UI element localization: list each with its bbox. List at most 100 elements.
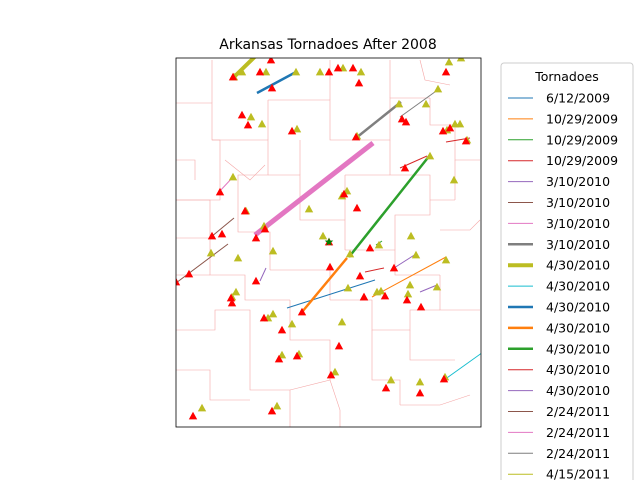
track-start-marker (292, 124, 302, 133)
county-line (209, 238, 290, 301)
legend-entry: 4/30/2010 (508, 279, 610, 294)
tornado-track (256, 70, 297, 95)
county-line (329, 379, 341, 427)
legend-label: 2/24/2011 (546, 425, 610, 440)
legend-label: 4/30/2010 (546, 341, 610, 356)
legend-label: 2/24/2011 (546, 404, 610, 419)
legend-box (500, 62, 634, 480)
track-end-marker (251, 233, 261, 242)
legend-entry: 3/10/2010 (508, 195, 610, 210)
track-end-marker (365, 243, 375, 252)
county-line (224, 159, 266, 181)
tornado-track (301, 257, 348, 313)
county-line (419, 59, 451, 86)
track-start-marker (228, 172, 238, 181)
legend-title: Tornadoes (534, 69, 598, 84)
legend-label: 4/30/2010 (546, 383, 610, 398)
track-start-marker (343, 283, 353, 292)
track-start-marker (411, 250, 421, 259)
tornado-track (259, 267, 267, 282)
track-end-marker (240, 206, 250, 215)
track-start-marker (455, 119, 465, 128)
county-line (330, 299, 440, 331)
legend-entry: 4/30/2010 (508, 383, 610, 398)
county-line (237, 200, 271, 270)
legend-label: 4/30/2010 (546, 258, 610, 273)
track-start-marker (405, 280, 415, 289)
county-line (439, 275, 480, 311)
track-end-marker (176, 277, 181, 286)
track-end-marker (326, 370, 336, 379)
track-start-marker (318, 231, 328, 240)
track-end-marker (266, 58, 276, 64)
tornado-track (443, 352, 481, 381)
track-end-marker (439, 374, 449, 383)
map-title: Arkansas Tornadoes After 2008 (219, 37, 436, 53)
track-start-marker (272, 401, 282, 410)
track-start-marker (415, 377, 425, 386)
tornado-track (254, 142, 374, 236)
map-area (176, 58, 481, 427)
county-line (409, 330, 455, 361)
legend-label: 3/10/2010 (546, 174, 610, 189)
track-end-marker (397, 114, 407, 123)
legend-label: 10/29/2009 (546, 153, 618, 168)
track-start-marker (374, 240, 384, 249)
track-end-marker (215, 187, 225, 196)
track-end-marker (401, 117, 411, 126)
tornado-track (348, 154, 431, 258)
track-end-marker (184, 269, 194, 278)
legend-label: 2/24/2011 (546, 446, 610, 461)
track-start-marker (268, 309, 278, 318)
legend-label: 3/10/2010 (546, 195, 610, 210)
legend-entry: 3/10/2010 (508, 237, 610, 252)
track-start-marker (261, 67, 271, 76)
track-end-marker (380, 291, 390, 300)
tornado-track (286, 279, 376, 309)
track-start-marker (432, 282, 442, 291)
track-start-marker (444, 58, 454, 66)
track-end-marker (324, 67, 334, 76)
legend-entry: 3/10/2010 (508, 216, 610, 231)
legend-entry: 10/29/2009 (508, 132, 618, 147)
county-line (394, 200, 431, 250)
track-end-marker (441, 67, 451, 76)
tornado-track (355, 101, 402, 139)
track-start-marker (403, 289, 413, 298)
track-end-marker (381, 383, 391, 392)
county-line (389, 140, 455, 201)
track-end-marker (438, 126, 448, 135)
track-end-marker (292, 351, 302, 360)
legend-entry: 4/30/2010 (508, 258, 610, 273)
county-line (289, 300, 331, 380)
track-end-marker (188, 411, 198, 420)
tornado-track (371, 256, 447, 298)
track-start-marker (315, 67, 325, 76)
track-end-marker (402, 295, 412, 304)
track-end-marker (461, 136, 471, 145)
legend-label: 3/10/2010 (546, 237, 610, 252)
track-end-marker (267, 406, 277, 415)
track-start-marker (197, 403, 207, 412)
legend-label: 10/29/2009 (546, 132, 618, 147)
track-start-marker (268, 246, 278, 255)
tornado-track (210, 217, 235, 238)
legend-label: 4/30/2010 (546, 320, 610, 335)
county-line (176, 159, 196, 180)
legend-entry: 3/10/2010 (508, 174, 610, 189)
legend-entry: 6/12/2009 (508, 91, 610, 106)
track-start-marker (421, 99, 431, 108)
track-end-marker (251, 276, 261, 285)
tornado-track (419, 284, 438, 293)
track-end-marker (217, 229, 227, 238)
tornado-track (364, 267, 385, 273)
track-start-marker (257, 119, 267, 128)
legend-label: 10/29/2009 (546, 111, 618, 126)
legend-label: 6/12/2009 (546, 91, 610, 106)
tornado-track (176, 243, 229, 284)
map-frame (175, 57, 482, 428)
track-end-marker (255, 67, 265, 76)
track-end-marker (339, 189, 349, 198)
county-line (371, 330, 401, 405)
county-line (176, 199, 211, 239)
